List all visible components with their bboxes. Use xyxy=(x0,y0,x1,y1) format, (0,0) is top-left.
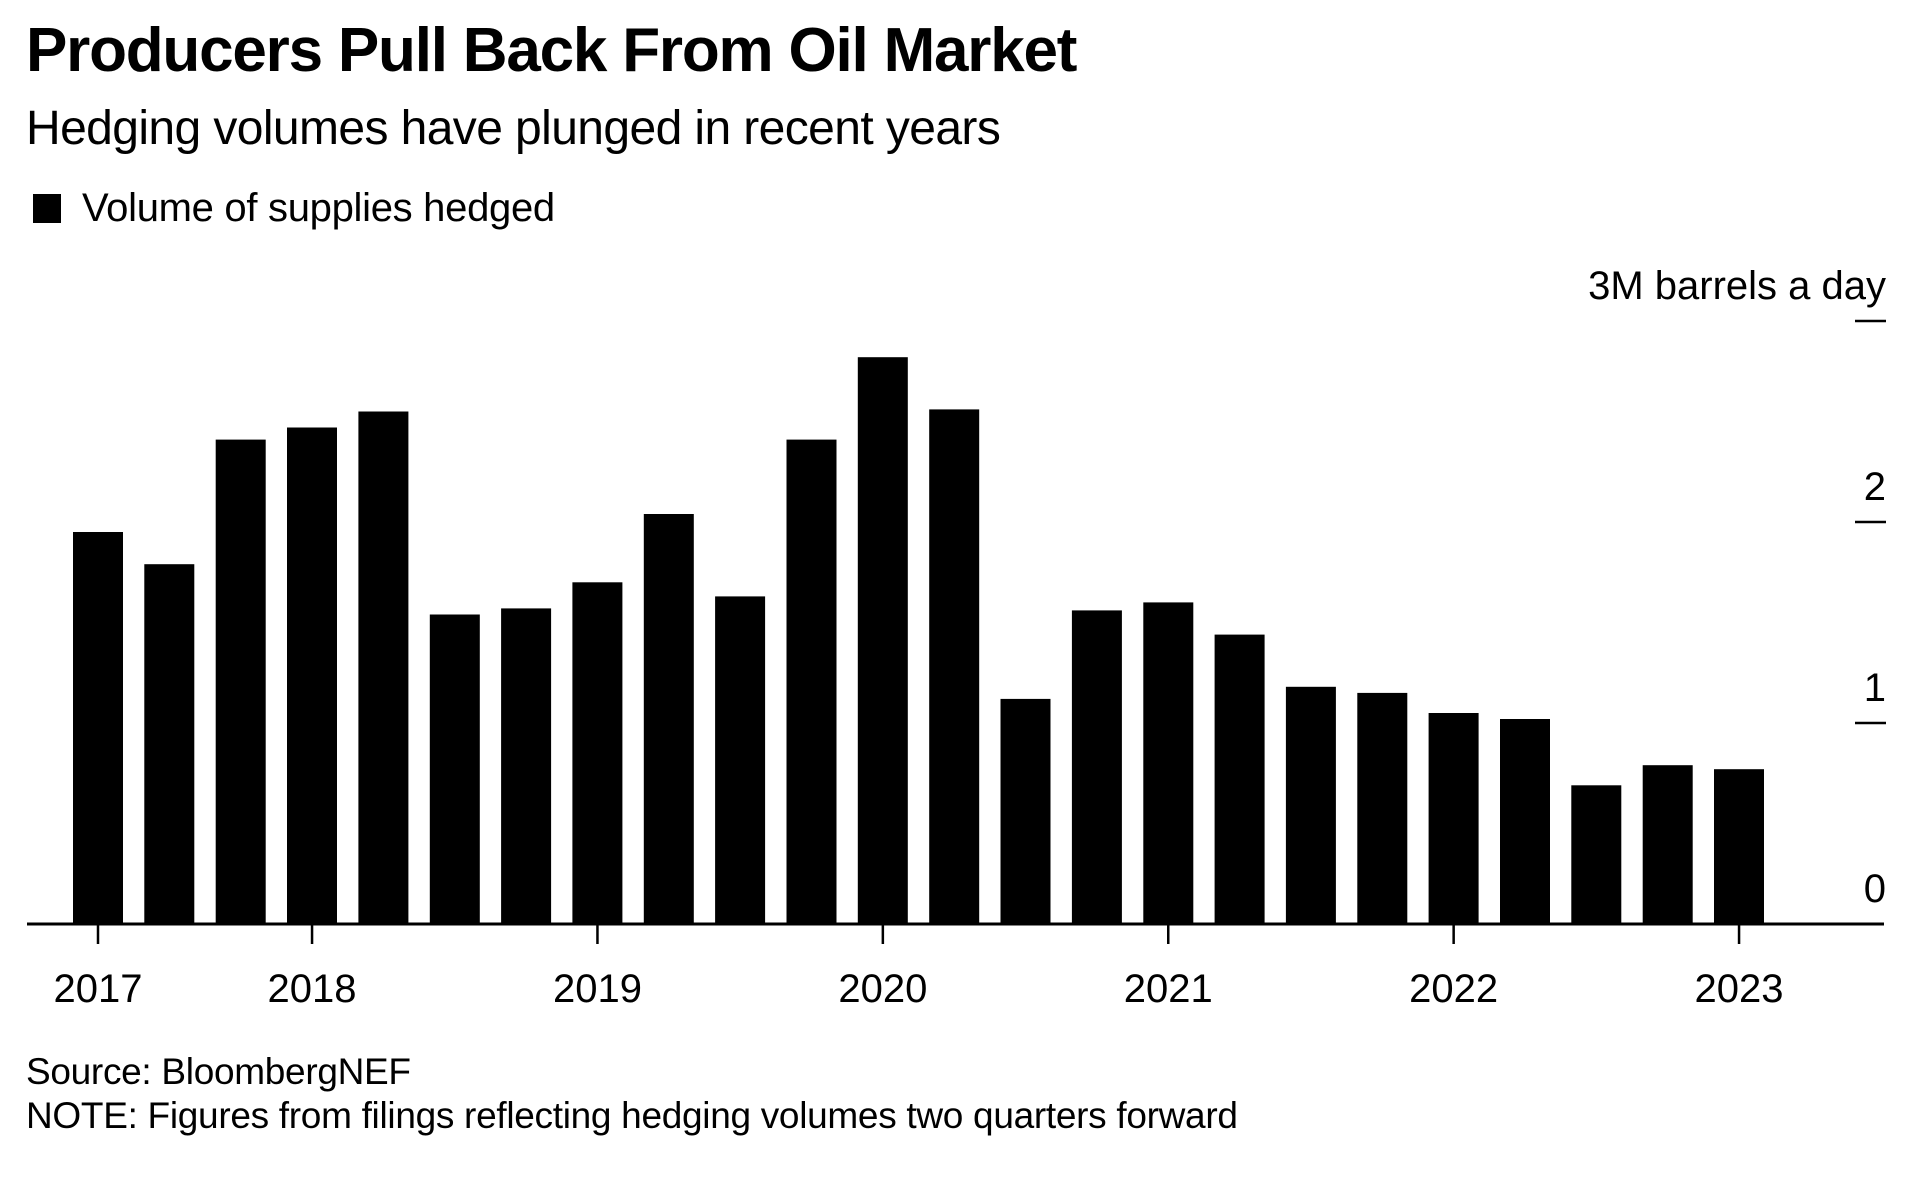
bar xyxy=(215,439,266,924)
x-axis: 2017 2018 2019 2020 2021 2022 2023 xyxy=(27,922,1884,1011)
legend-swatch-icon xyxy=(33,193,61,223)
bar xyxy=(572,582,623,924)
x-tick-label: 2018 xyxy=(268,967,357,1011)
bar xyxy=(1571,785,1622,924)
bar xyxy=(73,532,123,924)
bar xyxy=(1714,769,1764,924)
bar xyxy=(287,427,337,924)
bar xyxy=(929,409,980,924)
bar xyxy=(429,614,480,924)
bar xyxy=(786,439,837,924)
y-tick-label: 2 xyxy=(1864,465,1886,509)
bar xyxy=(1000,698,1051,924)
bar xyxy=(144,564,195,924)
bar xyxy=(1143,602,1194,924)
x-tick-label: 2022 xyxy=(1409,967,1498,1011)
y-axis: 3M barrels a day 2 1 0 xyxy=(1588,264,1886,911)
legend-label: Volume of supplies hedged xyxy=(82,186,555,230)
bar xyxy=(501,608,552,924)
bar xyxy=(1642,765,1693,924)
x-tick-label: 2021 xyxy=(1124,967,1213,1011)
bar xyxy=(715,596,766,924)
bar xyxy=(643,514,694,924)
bar xyxy=(1285,686,1336,924)
source-note: Source: BloombergNEF xyxy=(26,1051,411,1092)
x-tick-label: 2017 xyxy=(54,967,143,1011)
chart-subtitle: Hedging volumes have plunged in recent y… xyxy=(26,102,1001,155)
y-tick-label: 0 xyxy=(1864,867,1886,911)
bar xyxy=(1071,610,1122,924)
x-tick-label: 2020 xyxy=(838,967,927,1011)
bars-group xyxy=(73,357,1764,924)
footnote: NOTE: Figures from filings reflecting he… xyxy=(26,1095,1238,1136)
bar xyxy=(1500,719,1550,924)
legend: Volume of supplies hedged xyxy=(33,186,555,230)
bar xyxy=(358,411,409,924)
bar xyxy=(1357,692,1408,924)
bar xyxy=(857,357,908,924)
chart-title: Producers Pull Back From Oil Market xyxy=(26,16,1077,85)
bar xyxy=(1428,713,1479,924)
y-axis-unit-label: 3M barrels a day xyxy=(1588,264,1886,308)
x-tick-label: 2019 xyxy=(553,967,642,1011)
y-tick-label: 1 xyxy=(1864,666,1886,710)
bar xyxy=(1214,634,1265,924)
x-tick-label: 2023 xyxy=(1695,967,1784,1011)
